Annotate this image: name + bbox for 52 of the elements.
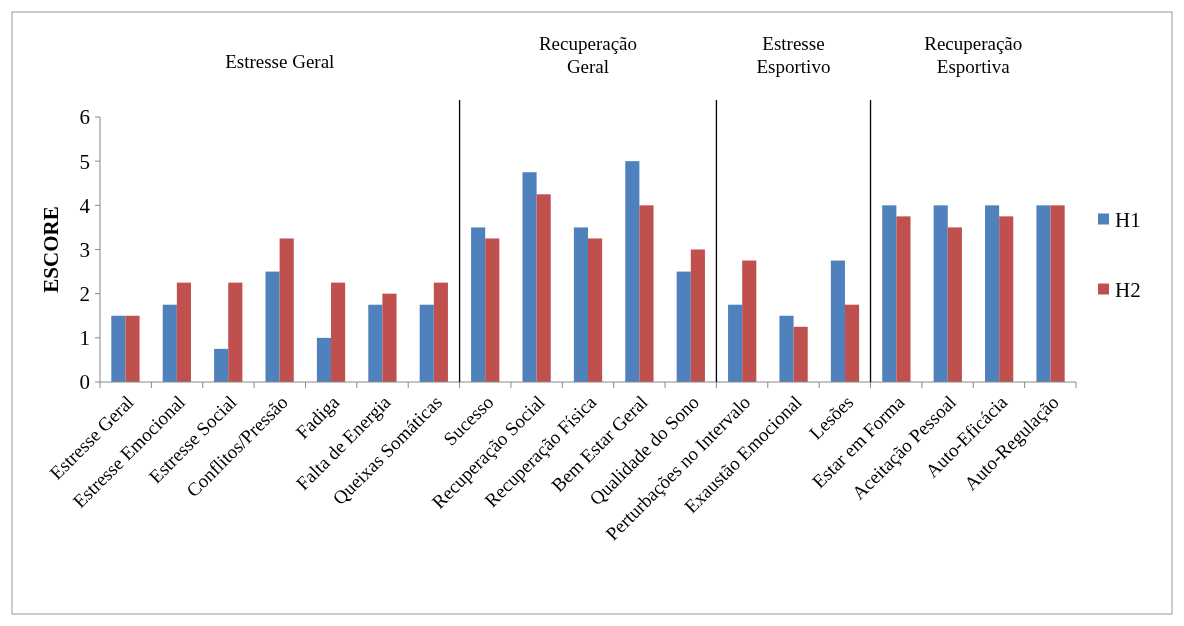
- bar: [639, 205, 654, 382]
- bar: [896, 216, 911, 382]
- bar: [999, 216, 1014, 382]
- bar: [485, 238, 500, 382]
- bar: [1050, 205, 1065, 382]
- bar: [279, 238, 294, 382]
- bar: [882, 205, 897, 382]
- bar: [985, 205, 1000, 382]
- bar: [588, 238, 603, 382]
- bar: [676, 271, 691, 382]
- bar: [933, 205, 948, 382]
- bar: [522, 172, 537, 382]
- y-tick-label: 6: [79, 105, 90, 130]
- bar: [331, 282, 346, 382]
- bar: [125, 315, 140, 382]
- bar: [382, 293, 397, 382]
- text: Recuperação Esportiva: [924, 33, 1023, 77]
- y-tick-label: 2: [79, 282, 90, 307]
- bar: [228, 282, 243, 382]
- bar: [162, 304, 177, 382]
- bar: [419, 304, 434, 382]
- bar: [573, 227, 588, 382]
- bar: [265, 271, 280, 382]
- y-tick-label: 5: [79, 149, 90, 174]
- text: Estresse Geral: [225, 51, 335, 72]
- bar: [111, 315, 126, 382]
- bar: [1036, 205, 1051, 382]
- bar: [844, 304, 860, 382]
- bar: [316, 337, 332, 382]
- y-tick-label: 0: [79, 370, 90, 395]
- y-tick-label: 3: [79, 237, 90, 262]
- bar: [728, 304, 743, 382]
- bar: [176, 282, 191, 382]
- bar: [214, 348, 229, 382]
- y-axis-title: ESCORE: [39, 206, 63, 293]
- legend-label: H2: [1115, 277, 1141, 302]
- bar: [625, 161, 640, 382]
- text: Estresse Esportivo: [756, 33, 831, 77]
- bar: [368, 304, 383, 382]
- y-tick-label: 4: [79, 193, 91, 218]
- bar: [536, 194, 551, 382]
- legend-label: H1: [1115, 207, 1141, 232]
- text: Recuperação Geral: [538, 33, 638, 77]
- bar: [947, 227, 962, 382]
- bar: [830, 260, 845, 382]
- bar: [433, 282, 448, 382]
- y-tick-label: 1: [79, 326, 90, 351]
- bar: [690, 249, 705, 382]
- bar: [471, 227, 486, 382]
- bar: [779, 315, 794, 382]
- bar: [742, 260, 757, 382]
- bar: [793, 326, 808, 382]
